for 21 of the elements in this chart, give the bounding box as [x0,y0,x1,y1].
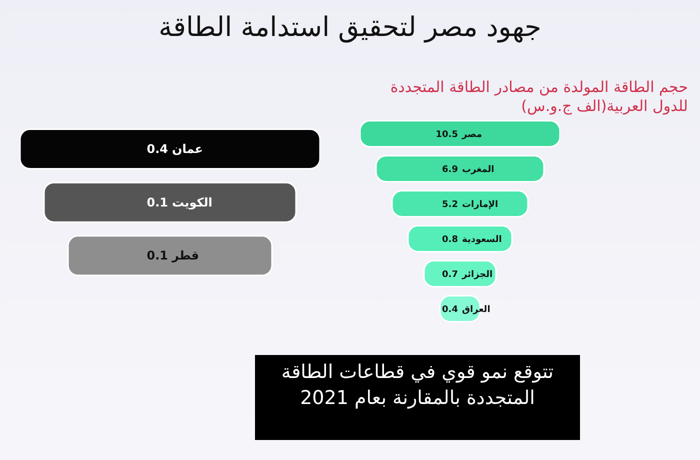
category-label: المغرب [462,164,494,175]
data-label: 10.5 [436,130,458,140]
data-label: 0.1 [146,248,168,263]
category-label: قطر [171,248,200,263]
category-label: السعودية [462,234,502,245]
text: حجم الطاقة المولدة من مصادر الطاقة المتجددة للدول العربية(الف ج.و.س) [389,78,688,116]
category-label: العراق [462,304,490,315]
data-label: 6.9 [442,164,458,175]
data-label: 5.2 [442,200,458,210]
data-label: 0.7 [442,270,458,280]
text: تتوقع نمو قوي في قطاعات الطاقة المتجددة بالمقارنة بعام 2021 [255,355,580,440]
category-label: الإمارات [462,200,498,210]
data-label: 0.1 [146,195,168,210]
category-label: الكويت [172,195,212,210]
category-label: الجزائر [461,270,493,280]
category-label: عمان [172,142,203,156]
data-label: 0.8 [442,234,458,245]
text: جهود مصر لتحقيق استدامة الطاقة [158,12,542,43]
data-label: 0.4 [442,304,458,315]
data-label: 0.4 [146,142,168,156]
category-label: مصر [461,130,482,140]
